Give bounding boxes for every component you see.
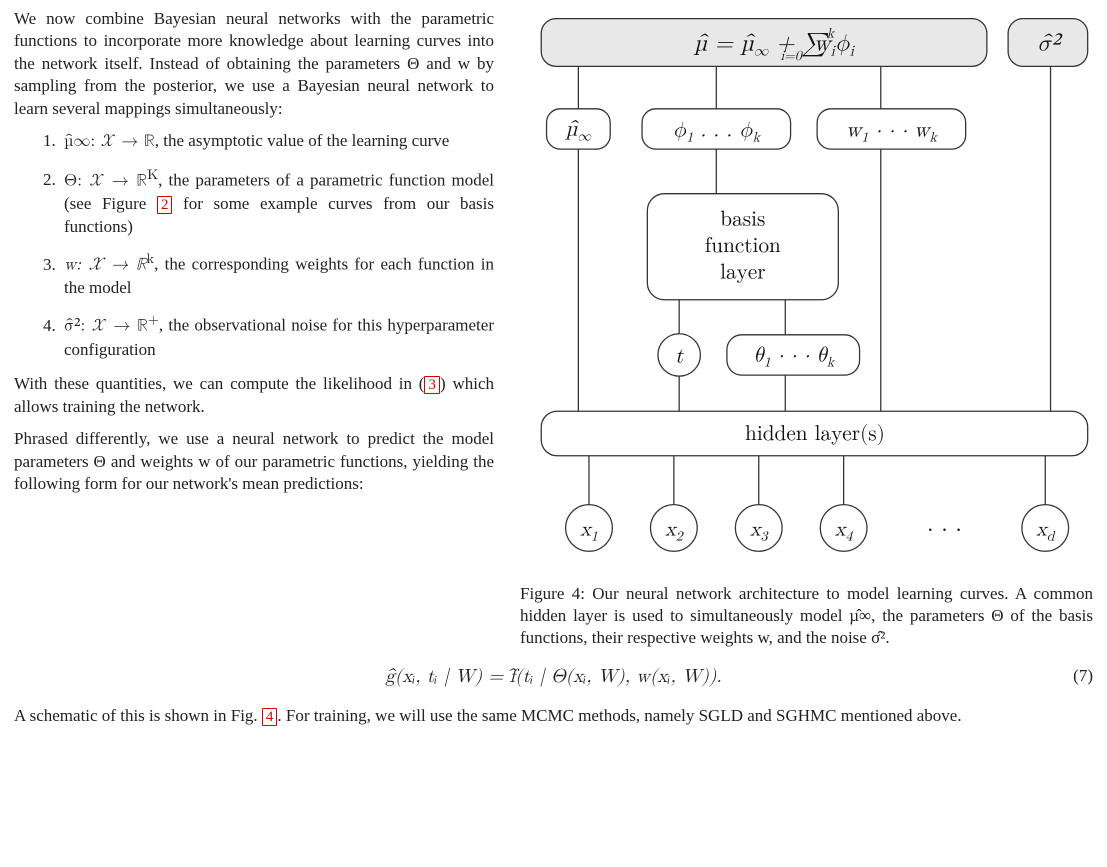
svg-text:function: function <box>705 236 781 257</box>
figure-4-ref[interactable]: 4 <box>262 708 278 726</box>
equation-7-body: ĝ(xᵢ, tᵢ | W) = f̂(tᵢ | Θ(xᵢ, W), w(xᵢ, … <box>385 665 721 688</box>
mid-paragraph-2: Phrased differently, we use a neural net… <box>14 428 494 495</box>
svg-text:hidden layer(s): hidden layer(s) <box>745 424 885 446</box>
mapping-item-4: σ̂²: 𝒳 → ℝ+, the observational noise for… <box>60 311 494 361</box>
svg-text:· · ·: · · · <box>927 516 962 540</box>
mapping-3-math: w: 𝒳 → ℝ <box>64 257 147 274</box>
mapping-1-math: µ̂∞: 𝒳 → ℝ <box>64 133 155 150</box>
mapping-item-3: w: 𝒳 → ℝk, the corresponding weights for… <box>60 250 494 300</box>
left-text-column: We now combine Bayesian neural networks … <box>14 8 494 506</box>
mappings-list: µ̂∞: 𝒳 → ℝ, the asymptotic value of the … <box>14 130 494 361</box>
equation-7-number: (7) <box>1073 666 1093 686</box>
eq-3-ref[interactable]: 3 <box>424 376 440 394</box>
mapping-item-1: µ̂∞: 𝒳 → ℝ, the asymptotic value of the … <box>60 130 494 153</box>
mapping-4-math: σ̂²: 𝒳 → ℝ <box>64 318 148 335</box>
equation-7: ĝ(xᵢ, tᵢ | W) = f̂(tᵢ | Θ(xᵢ, W), w(xᵢ, … <box>14 665 1093 688</box>
architecture-diagram: µ̂ = µ̂∞ + ∑ki=0 wiϕi σ̂² µ̂∞ ϕ1 . . . ϕ… <box>520 8 1093 570</box>
figure-column: µ̂ = µ̂∞ + ∑ki=0 wiϕi σ̂² µ̂∞ ϕ1 . . . ϕ… <box>520 8 1093 649</box>
mapping-1-text: , the asymptotic value of the learning c… <box>155 131 450 150</box>
closing-paragraph: A schematic of this is shown in Fig. 4. … <box>14 705 1093 728</box>
figure-2-ref[interactable]: 2 <box>157 196 173 214</box>
svg-text:σ̂²: σ̂² <box>1037 31 1063 55</box>
svg-text:ϕ1 . . . ϕk: ϕ1 . . . ϕk <box>673 120 762 144</box>
svg-text:t: t <box>675 346 684 367</box>
mapping-2-sup: K <box>147 168 158 182</box>
svg-text:basis: basis <box>720 210 765 231</box>
svg-text:w1 · · · wk: w1 · · · wk <box>846 120 938 144</box>
mapping-3-sup: k <box>147 252 154 266</box>
intro-paragraph: We now combine Bayesian neural networks … <box>14 8 494 120</box>
mapping-4-sup: + <box>148 313 159 327</box>
figure-4-caption: Figure 4: Our neural network architectur… <box>520 583 1093 648</box>
mid-paragraph-1: With these quantities, we can compute th… <box>14 373 494 418</box>
mapping-2-math: Θ: 𝒳 → ℝ <box>64 172 147 189</box>
svg-text:layer: layer <box>720 263 765 284</box>
mapping-item-2: Θ: 𝒳 → ℝK, the parameters of a parametri… <box>60 166 494 238</box>
